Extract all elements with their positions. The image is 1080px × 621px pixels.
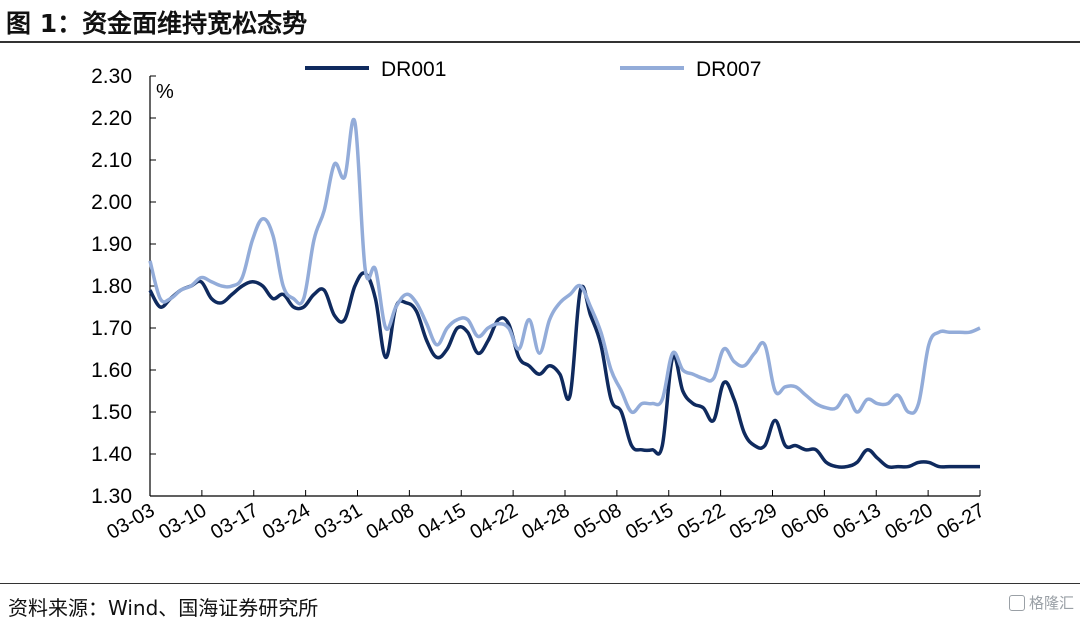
y-tick-label: 2.10	[91, 149, 132, 172]
y-tick-label: 2.30	[91, 65, 132, 88]
chart-axes: 1.30 1.40 1.50 1.60 1.70 1.80 1.90 2.00 2.10 2.20…	[91, 65, 988, 544]
bottom-rule	[0, 583, 1080, 584]
chart-lines	[148, 117, 981, 470]
legend-label-dr001: DR001	[381, 58, 446, 81]
series-line-dr007	[148, 117, 981, 415]
watermark: 格隆汇	[1008, 592, 1074, 613]
y-unit-label: %	[156, 81, 174, 103]
x-tick-label: 06-06	[778, 499, 833, 544]
x-tick-label: 05-22	[674, 499, 729, 544]
line-chart: 1.30 1.40 1.50 1.60 1.70 1.80 1.90 2.00 2.10 2.20…	[91, 58, 988, 544]
x-tick-label: 05-08	[570, 499, 625, 544]
chart-legend: DR001 DR007	[305, 58, 761, 81]
legend-label-dr007: DR007	[696, 58, 761, 81]
y-tick-label: 1.40	[91, 443, 132, 466]
x-tick-label: 03-24	[259, 499, 314, 544]
figure-title: 图 1：资金面维持宽松态势	[6, 9, 308, 38]
source-note: 资料来源：Wind、国海证券研究所	[8, 596, 319, 620]
x-tick-label: 03-17	[207, 499, 262, 544]
x-tick-label: 03-10	[155, 499, 210, 544]
x-tick-label: 06-27	[933, 499, 988, 544]
y-tick-label: 2.20	[91, 107, 132, 130]
y-tick-label: 1.30	[91, 485, 132, 508]
x-tick-label: 04-08	[363, 499, 418, 544]
x-tick-label: 05-29	[726, 499, 781, 544]
x-tick-label: 06-20	[881, 499, 936, 544]
x-tick-label: 05-15	[622, 499, 677, 544]
x-tick-label: 04-15	[414, 499, 469, 544]
watermark-logo-icon	[1008, 594, 1025, 611]
series-line-dr001	[148, 271, 980, 470]
x-tick-label: 04-22	[466, 499, 521, 544]
x-tick-label: 03-31	[311, 499, 366, 544]
y-tick-label: 2.00	[91, 191, 132, 214]
y-tick-label: 1.90	[91, 233, 132, 256]
y-tick-label: 1.80	[91, 275, 132, 298]
y-tick-label: 1.60	[91, 359, 132, 382]
top-rule	[0, 41, 1080, 43]
y-tick-label: 1.70	[91, 317, 132, 340]
x-tick-label: 04-28	[518, 499, 573, 544]
x-tick-label: 06-13	[829, 499, 884, 544]
watermark-text: 格隆汇	[1028, 594, 1074, 612]
y-tick-label: 1.50	[91, 401, 132, 424]
